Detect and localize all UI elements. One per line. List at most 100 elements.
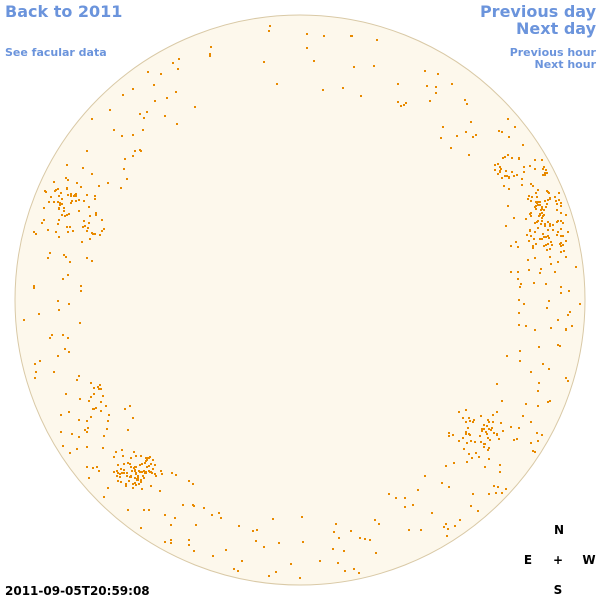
facula [39,360,41,362]
facula [560,245,562,247]
facula [134,150,136,152]
facula [544,172,546,174]
facula [337,562,339,564]
facula [505,170,507,172]
facula [481,430,483,432]
facula [143,470,145,472]
facula [126,472,128,474]
facula [549,197,551,199]
facula [544,225,546,227]
facula [539,214,541,216]
facula [146,466,148,468]
facula [152,468,154,470]
facula [45,191,47,193]
facula [557,319,559,321]
facula [565,240,567,242]
facula [522,415,524,417]
facula [148,465,150,467]
facula [268,575,270,577]
facula [472,493,474,495]
facula [501,400,503,402]
facula [107,420,109,422]
facula [513,175,515,177]
facula [164,115,166,117]
facula [160,470,162,472]
facula [338,537,340,539]
previous-hour-link[interactable]: Previous hour [510,46,597,59]
facula [323,35,325,37]
back-link[interactable]: Back to 2011 [5,2,122,21]
facula [538,382,540,384]
facula [518,299,520,301]
facula [470,505,472,507]
facula [533,238,535,240]
facula [534,451,536,453]
facula [469,434,471,436]
previous-day-link[interactable]: Previous day [480,2,597,21]
facula [154,473,156,475]
facula [91,173,93,175]
facula [23,319,25,321]
facula [139,471,141,473]
facula [560,220,562,222]
facula [486,433,488,435]
facula [545,206,547,208]
facula [562,222,564,224]
facula [193,550,195,552]
facula [548,368,550,370]
facula [122,94,124,96]
facula [487,419,489,421]
facula [551,244,553,246]
facula [62,334,64,336]
facula [154,100,156,102]
facula [194,106,196,108]
facula [521,184,523,186]
facula [579,303,581,305]
facula [78,210,80,212]
facula [369,539,371,541]
facula [536,432,538,434]
facula [151,472,153,474]
facula [89,215,91,217]
facula [554,271,556,273]
facula [34,363,36,365]
facula [537,405,539,407]
facula [123,469,125,471]
facula [404,506,406,508]
next-hour-link[interactable]: Next hour [535,58,597,71]
facula [53,201,55,203]
facula [525,325,527,327]
facula [543,209,545,211]
next-day-link[interactable]: Next day [516,19,597,38]
facula [60,192,62,194]
facula [397,83,399,85]
facula [108,414,110,416]
facula [456,135,458,137]
facula [502,157,504,159]
facula [462,417,464,419]
facula [129,463,131,465]
facula [102,395,104,397]
facula [546,172,548,174]
facula [140,481,142,483]
facula [62,278,64,280]
facula [523,166,525,168]
facula [475,452,477,454]
facula [76,448,78,450]
facula [67,194,69,196]
facula [71,433,73,435]
facula [542,174,544,176]
facula [478,456,480,458]
facula [212,555,214,557]
facula [435,86,437,88]
facula [93,408,95,410]
facular-link[interactable]: See facular data [5,46,107,59]
facula [458,440,460,442]
facula [139,149,141,151]
facula [153,84,155,86]
facula [560,205,562,207]
facula [130,476,132,478]
facula [521,178,523,180]
facula [255,540,257,542]
facula [373,65,375,67]
